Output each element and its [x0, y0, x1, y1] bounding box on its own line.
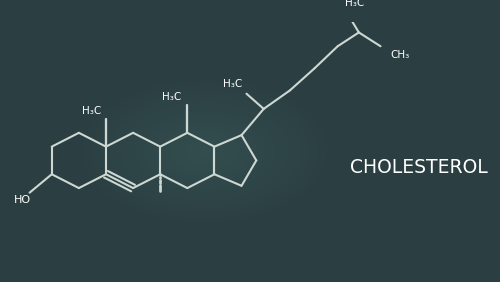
Text: CH₃: CH₃: [390, 50, 409, 60]
Text: H₃C: H₃C: [162, 92, 182, 102]
Text: H₃C: H₃C: [82, 106, 101, 116]
Text: CHOLESTEROL: CHOLESTEROL: [350, 158, 488, 177]
Text: H₃C: H₃C: [224, 79, 242, 89]
Text: H₃C: H₃C: [346, 0, 364, 8]
Text: HO: HO: [14, 195, 30, 204]
